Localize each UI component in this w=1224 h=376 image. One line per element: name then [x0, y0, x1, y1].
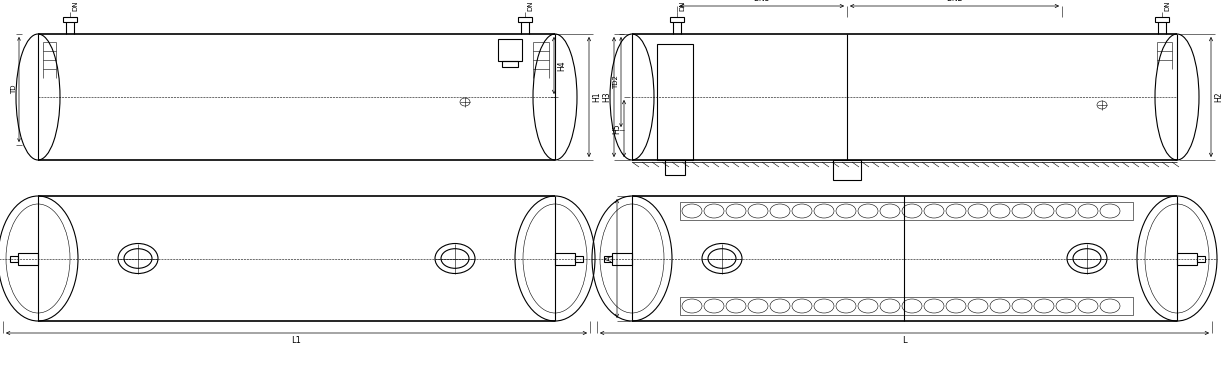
Bar [18, 253, 38, 264]
Bar [657, 44, 693, 160]
Text: DN: DN [72, 0, 78, 11]
Bar [665, 160, 685, 175]
Bar [670, 17, 684, 22]
Text: TD: TD [11, 85, 17, 94]
Text: L1: L1 [291, 336, 301, 345]
Text: H5: H5 [612, 123, 621, 134]
Text: L: L [902, 336, 907, 345]
Bar [554, 253, 575, 264]
Text: DN3: DN3 [754, 0, 770, 3]
Text: DN: DN [528, 0, 532, 11]
Text: DN: DN [1164, 0, 1170, 11]
Bar [502, 61, 518, 67]
Text: H4: H4 [557, 60, 565, 71]
Text: DN: DN [679, 0, 685, 11]
Bar [498, 39, 521, 61]
Text: DN2: DN2 [946, 0, 963, 3]
Text: TD2: TD2 [613, 75, 619, 89]
Bar [681, 297, 1133, 315]
Text: H3: H3 [602, 92, 611, 102]
Bar [612, 253, 632, 264]
Text: H1: H1 [592, 92, 601, 102]
Bar [834, 160, 860, 180]
Text: H2: H2 [1214, 92, 1223, 102]
Bar [10, 256, 18, 261]
Bar [1177, 253, 1197, 264]
Bar [575, 256, 583, 261]
Bar [62, 17, 77, 22]
Bar [1197, 256, 1204, 261]
Bar [1155, 17, 1169, 22]
Text: A: A [605, 256, 614, 261]
Bar [603, 256, 612, 261]
Bar [518, 17, 532, 22]
Bar [681, 202, 1133, 220]
